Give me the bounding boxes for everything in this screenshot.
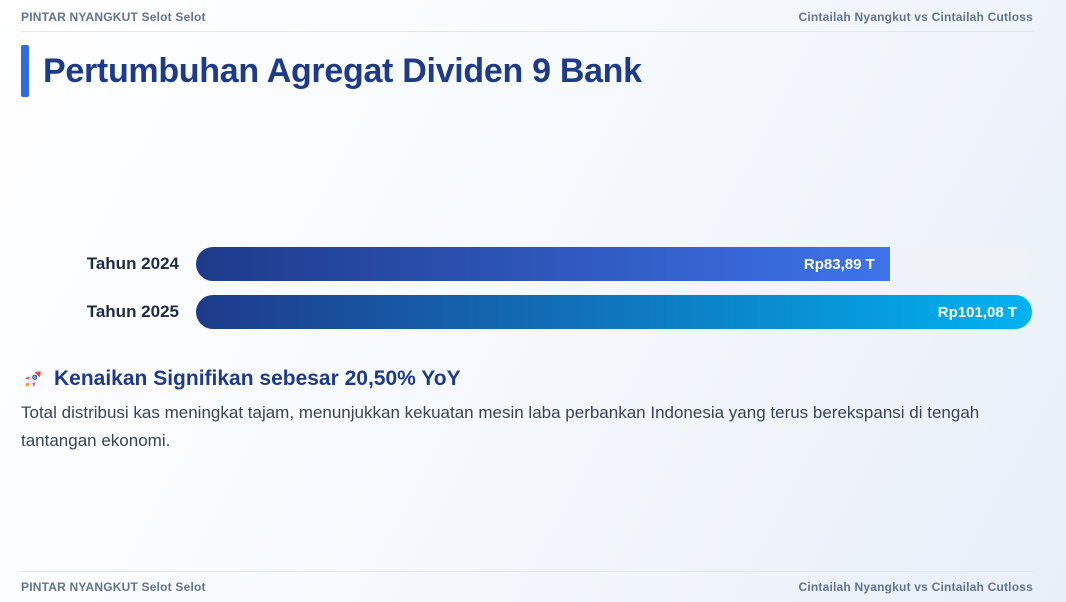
bar-track-2024: Rp83,89 T: [196, 247, 1032, 281]
title-accent-bar: [21, 45, 29, 97]
bar-track-2025: Rp101,08 T: [196, 295, 1032, 329]
bar-label-2024: Tahun 2024: [86, 254, 179, 273]
rocket-icon: [24, 371, 41, 388]
dividend-bar-chart: Tahun 2024 Rp83,89 T Tahun 2025 Rp101,08…: [21, 247, 1033, 329]
bar-row-2025: Tahun 2025 Rp101,08 T: [21, 295, 1033, 329]
insight-section: Kenaikan Signifikan sebesar 20,50% YoY T…: [21, 367, 1033, 455]
bar-value-2024: Rp83,89 T: [803, 255, 875, 273]
bar-fill-2025: Rp101,08 T: [196, 295, 1032, 329]
bar-value-2025: Rp101,08 T: [937, 303, 1017, 321]
insight-body: Total distribusi kas meningkat tajam, me…: [21, 403, 980, 450]
footer-brand-right: Cintailah Nyangkut vs Cintailah Cutloss: [798, 580, 1033, 594]
bar-fill-2024: Rp83,89 T: [196, 247, 890, 281]
insight-title: Kenaikan Signifikan sebesar 20,50% YoY: [54, 367, 461, 390]
bar-label-2025: Tahun 2025: [86, 302, 179, 321]
bar-row-2024: Tahun 2024 Rp83,89 T: [21, 247, 1033, 281]
footer: PINTAR NYANGKUT Selot Selot Cintailah Ny…: [21, 571, 1033, 602]
header-brand-left: PINTAR NYANGKUT Selot Selot: [21, 10, 206, 24]
title-block: Pertumbuhan Agregat Dividen 9 Bank: [21, 45, 1033, 97]
header: PINTAR NYANGKUT Selot Selot Cintailah Ny…: [21, 0, 1033, 32]
page-title: Pertumbuhan Agregat Dividen 9 Bank: [43, 51, 642, 90]
header-brand-right: Cintailah Nyangkut vs Cintailah Cutloss: [798, 10, 1033, 24]
footer-brand-left: PINTAR NYANGKUT Selot Selot: [21, 580, 206, 594]
insight-heading: Kenaikan Signifikan sebesar 20,50% YoY: [21, 367, 1033, 391]
